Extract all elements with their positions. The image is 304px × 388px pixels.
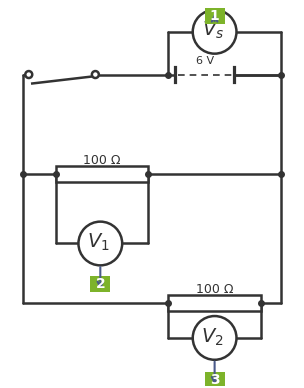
- Text: 3: 3: [210, 372, 219, 387]
- Bar: [168, 295, 261, 311]
- Text: 1: 1: [210, 9, 219, 23]
- FancyBboxPatch shape: [90, 276, 110, 292]
- Text: 100 Ω: 100 Ω: [83, 154, 121, 166]
- Text: $V_s$: $V_s$: [202, 20, 224, 42]
- Circle shape: [92, 71, 99, 78]
- Circle shape: [25, 71, 32, 78]
- Text: 6 V: 6 V: [195, 55, 214, 66]
- Circle shape: [193, 316, 237, 360]
- Circle shape: [78, 222, 122, 265]
- Text: $V_1$: $V_1$: [87, 232, 110, 253]
- Text: $V_2$: $V_2$: [201, 326, 224, 348]
- FancyBboxPatch shape: [205, 8, 225, 24]
- FancyBboxPatch shape: [205, 372, 225, 388]
- Circle shape: [193, 10, 237, 54]
- Bar: [56, 166, 148, 182]
- Text: 2: 2: [95, 277, 105, 291]
- Text: 100 Ω: 100 Ω: [196, 283, 233, 296]
